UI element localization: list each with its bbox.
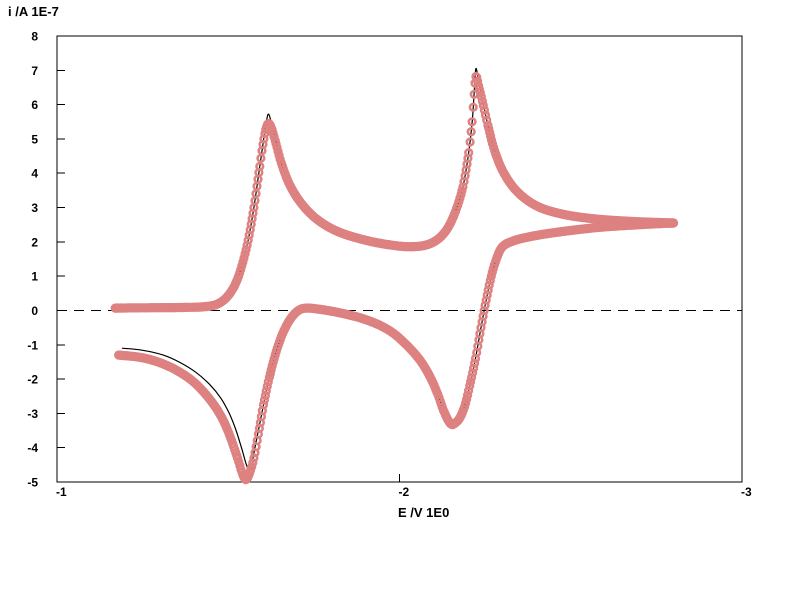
data-point-marker <box>463 390 473 400</box>
data-point-marker <box>242 240 252 250</box>
y-tick-label: 2 <box>31 235 38 249</box>
x-tick-label: -3 <box>741 485 752 499</box>
y-tick-label: -3 <box>27 407 38 421</box>
data-point-marker <box>260 390 271 401</box>
y-axis-title: i /A 1E-7 <box>8 4 59 19</box>
y-tick-label: 7 <box>31 64 38 78</box>
curves-layer <box>110 67 679 485</box>
data-point-marker <box>263 377 273 387</box>
y-tick-label: 0 <box>31 304 38 318</box>
data-point-marker <box>465 137 475 147</box>
data-point-marker <box>468 102 478 112</box>
x-axis-title: E /V 1E0 <box>398 505 449 520</box>
data-point-marker <box>240 249 250 259</box>
data-point-marker <box>480 110 491 120</box>
data-point-marker <box>239 253 249 263</box>
data-point-marker <box>468 368 478 378</box>
data-point-marker <box>241 245 251 255</box>
axes-layer: 8 7 6 5 4 3 2 1 0 -1 -2 -3 -4 -5 -1 -2 -3 <box>27 30 752 500</box>
data-point-marker <box>484 280 494 290</box>
data-point-marker <box>465 381 475 391</box>
data-point-marker <box>483 285 493 295</box>
x-tick-label: -1 <box>56 485 67 499</box>
data-point-marker <box>470 353 481 364</box>
data-point-marker <box>255 161 265 171</box>
y-tick-label: 1 <box>31 270 38 284</box>
data-point-marker <box>248 458 258 468</box>
data-point-marker <box>470 358 480 368</box>
data-point-marker <box>485 275 495 286</box>
data-point-marker <box>262 381 272 391</box>
data-point-marker <box>114 350 124 360</box>
data-point-marker <box>473 76 483 86</box>
data-point-marker <box>469 363 479 373</box>
data-point-marker <box>261 386 271 396</box>
y-tick-label: 6 <box>31 98 38 112</box>
data-point-marker <box>487 267 497 277</box>
data-point-marker <box>249 453 259 463</box>
data-point-marker <box>464 148 474 158</box>
data-point-marker <box>477 96 488 106</box>
data-point-marker <box>486 271 496 281</box>
experiment-return-markers <box>114 218 679 485</box>
data-point-marker <box>479 105 490 115</box>
data-point-marker <box>467 117 477 127</box>
experiment-forward-markers <box>110 71 679 313</box>
y-tick-label: -2 <box>27 373 38 387</box>
y-tick-label: -5 <box>27 476 38 490</box>
y-tick-label: 3 <box>31 201 38 215</box>
x-tick-label: -2 <box>399 485 410 499</box>
plot-border <box>56 35 743 483</box>
y-tick-label: 5 <box>31 132 38 146</box>
data-point-marker <box>475 87 485 98</box>
y-tick-label: -1 <box>27 338 38 352</box>
data-point-marker <box>464 386 474 396</box>
data-point-marker <box>466 127 476 137</box>
data-point-marker <box>478 100 488 110</box>
y-tick-label: 4 <box>31 167 38 181</box>
data-point-marker <box>264 372 275 383</box>
data-point-marker <box>476 91 486 102</box>
y-tick-label: 8 <box>31 30 38 44</box>
simulation-return-line <box>122 222 674 472</box>
simulation-forward-line <box>115 67 674 309</box>
data-point-marker <box>466 377 476 387</box>
y-tick-label: -4 <box>27 441 38 455</box>
data-point-marker <box>259 395 270 405</box>
data-point-marker <box>467 372 477 383</box>
